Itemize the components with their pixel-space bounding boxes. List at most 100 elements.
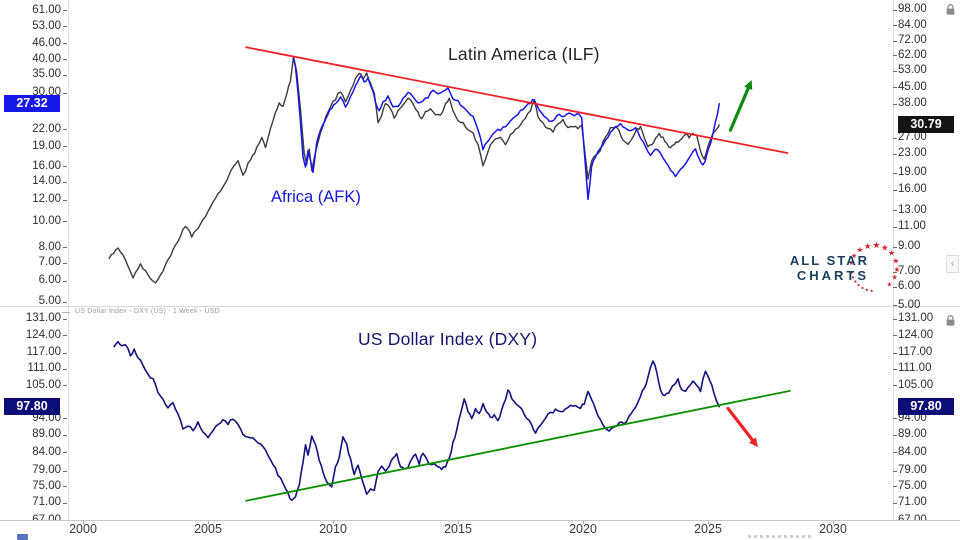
- svg-text:★: ★: [886, 281, 892, 289]
- bottom-price-panel[interactable]: [0, 307, 960, 520]
- axis-tick-mark: [63, 418, 67, 420]
- axis-tick-label: 62.00: [898, 48, 927, 61]
- year-label: 2005: [194, 522, 222, 536]
- top-price-panel[interactable]: Latin America (ILF) Africa (AFK) ‹ ★ ★ ★ ★ ★…: [0, 0, 960, 305]
- axis-tick-mark: [893, 271, 897, 273]
- chart-title-dxy[interactable]: US Dollar Index (DXY): [358, 329, 538, 349]
- axis-tick-label: 19.00: [898, 166, 927, 179]
- axis-tick-mark: [893, 335, 897, 337]
- svg-text:★: ★: [864, 241, 872, 251]
- axis-tick-mark: [893, 210, 897, 212]
- axis-tick-label: 11.00: [898, 220, 926, 233]
- svg-text:★: ★: [872, 240, 880, 250]
- axis-tick-mark: [63, 301, 67, 303]
- chart-title-latin-america[interactable]: Latin America (ILF): [448, 44, 600, 64]
- axis-tick-mark: [893, 452, 897, 454]
- axis-tick-label: 111.00: [27, 362, 61, 375]
- axis-tick-mark: [63, 166, 67, 168]
- axis-lock-icon-bottom[interactable]: [944, 314, 957, 327]
- axis-tick-mark: [893, 153, 897, 155]
- year-tick-mark: [708, 521, 709, 524]
- axis-tick-label: 38.00: [898, 97, 927, 110]
- axis-tick-mark: [893, 40, 897, 42]
- axis-tick-mark: [63, 352, 67, 354]
- year-label: 2015: [444, 522, 472, 536]
- axis-tick-mark: [893, 25, 897, 27]
- axis-tick-label: 6.00: [38, 274, 61, 287]
- axis-tick-mark: [63, 470, 67, 472]
- series-label-africa[interactable]: Africa (AFK): [271, 188, 361, 206]
- axis-tick-mark: [893, 305, 897, 306]
- axis-tick-label: 5.00: [38, 295, 61, 308]
- axis-tick-label: 105.00: [898, 378, 934, 391]
- svg-text:★: ★: [849, 260, 854, 267]
- axis-tick-mark: [893, 103, 897, 105]
- axis-tick-label: 84.00: [898, 18, 927, 31]
- axis-tick-label: 71.00: [32, 496, 61, 509]
- axis-tick-mark: [63, 199, 67, 201]
- axis-tick-label: 53.00: [32, 19, 61, 32]
- axis-tick-mark: [63, 43, 67, 44]
- axis-tick-label: 79.00: [898, 464, 927, 477]
- axis-tick-label: 79.00: [32, 464, 61, 477]
- time-axis[interactable]: 2000 2005 2010 2015 2020 2025 2030: [0, 520, 960, 536]
- axis-tick-mark: [893, 486, 897, 488]
- axis-tick-label: 117.00: [898, 346, 933, 359]
- trendline[interactable]: [245, 389, 791, 502]
- arrow-annotation-up[interactable]: [728, 80, 753, 132]
- axis-tick-label: 117.00: [26, 346, 61, 359]
- logo-text-line2: CHARTS: [797, 268, 869, 283]
- axis-tick-label: 124.00: [898, 328, 934, 341]
- axis-tick-label: 131.00: [25, 312, 61, 325]
- bottom-panel-canvas[interactable]: [0, 307, 960, 520]
- axis-tick-label: 16.00: [32, 159, 61, 172]
- axis-tick-mark: [63, 262, 67, 264]
- trendline[interactable]: [245, 46, 789, 155]
- svg-text:★: ★: [888, 249, 895, 258]
- svg-text:★: ★: [881, 243, 889, 253]
- year-tick-mark: [208, 521, 209, 524]
- axis-tick-mark: [63, 434, 67, 436]
- year-tick-mark: [83, 521, 84, 524]
- axis-tick-mark: [893, 70, 897, 72]
- series-line-africa-afk-: [292, 57, 720, 201]
- axis-tick-label: 124.00: [25, 328, 61, 341]
- axis-tick-mark: [893, 502, 897, 504]
- axis-lock-icon-top[interactable]: [944, 3, 957, 16]
- svg-text:★: ★: [892, 256, 899, 265]
- axis-tick-mark: [893, 434, 897, 436]
- axis-tick-label: 8.00: [38, 240, 61, 253]
- year-label: 2020: [569, 522, 597, 536]
- axis-tick-label: 14.00: [32, 175, 61, 188]
- afk-last-price-label: 27.32: [4, 95, 60, 113]
- axis-tick-label: 6.00: [898, 280, 921, 293]
- dxy-last-price-label-right: 97.80: [898, 398, 954, 416]
- plot-right-border: [893, 0, 894, 520]
- series-line-us-dollar-index-dxy-: [113, 340, 721, 501]
- year-tick-mark: [833, 521, 834, 524]
- top-panel-canvas[interactable]: [0, 0, 960, 306]
- year-tick-mark: [333, 521, 334, 524]
- axis-tick-label: 61.00: [32, 3, 61, 16]
- svg-text:★: ★: [894, 265, 901, 274]
- axis-tick-label: 22.00: [32, 122, 61, 135]
- year-label: 2000: [69, 522, 97, 536]
- axis-tick-label: 105.00: [25, 378, 61, 391]
- axis-tick-label: 9.00: [898, 240, 921, 253]
- year-tick-mark: [458, 521, 459, 524]
- axis-tick-mark: [63, 486, 67, 488]
- series-legend-dash: [62, 312, 70, 313]
- screen-edge-strip: [0, 533, 960, 540]
- axis-tick-mark: [63, 26, 67, 28]
- axis-tick-label: 10.00: [32, 214, 61, 227]
- axis-tick-mark: [63, 368, 67, 370]
- panel-collapse-chevron[interactable]: ‹: [946, 255, 959, 273]
- panel-separator: [0, 306, 960, 307]
- axis-tick-label: 75.00: [898, 479, 927, 492]
- axis-tick-label: 23.00: [898, 147, 927, 160]
- axis-tick-label: 98.00: [898, 3, 927, 16]
- axis-tick-mark: [63, 502, 67, 504]
- arrow-annotation-down[interactable]: [726, 406, 758, 448]
- axis-tick-mark: [63, 318, 67, 320]
